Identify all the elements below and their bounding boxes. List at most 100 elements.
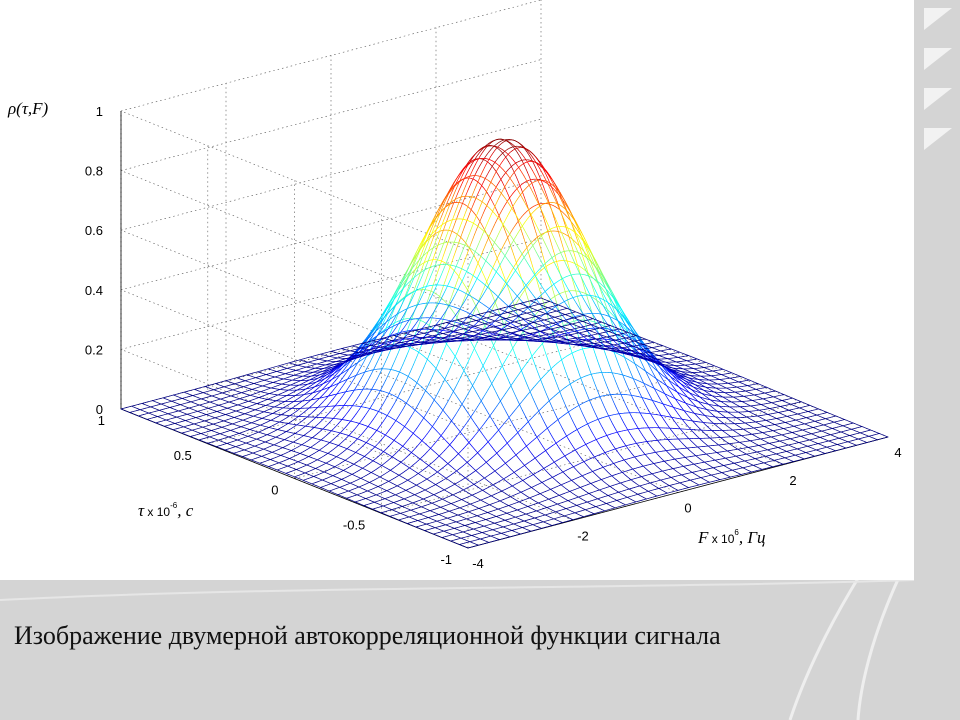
mesh-line-segment (634, 440, 637, 444)
mesh-line-segment (647, 391, 650, 396)
mesh-line-segment (666, 423, 669, 427)
mesh-line-segment (626, 385, 629, 390)
mesh-line-segment (615, 448, 618, 452)
mesh-line-segment (662, 371, 665, 374)
mesh-line-segment (656, 393, 659, 397)
decorative-wave (788, 574, 862, 720)
corner-triangles (924, 8, 952, 150)
mesh-line-segment (610, 442, 613, 446)
chart-gridlines (120, 0, 889, 549)
mesh-line-segment (673, 387, 676, 391)
mesh-line-segment (681, 397, 684, 400)
mesh-line-segment (612, 424, 615, 428)
mesh-line-segment (666, 410, 670, 414)
mesh-line-segment (648, 363, 652, 366)
mesh-line-segment (675, 422, 678, 426)
mesh-line-segment (648, 443, 651, 446)
mesh-line-segment (663, 433, 666, 437)
mesh-line-segment (667, 387, 670, 391)
mesh-line-segment (636, 406, 640, 411)
mesh-line-segment (615, 407, 619, 412)
surface-mesh (120, 138, 889, 549)
mesh-line-segment (628, 449, 631, 452)
mesh-line-segment (617, 387, 620, 392)
mesh-line-segment (650, 364, 654, 368)
mesh-line-segment (638, 409, 641, 414)
mesh-line-segment (631, 356, 634, 361)
mesh-line-segment (653, 363, 656, 367)
mesh-line-segment (662, 370, 666, 373)
mesh-line-segment (665, 395, 668, 399)
mesh-line-segment (655, 390, 658, 395)
mesh-line-segment (607, 437, 611, 441)
mesh-line-segment (609, 439, 612, 443)
mesh-line-segment (618, 363, 621, 368)
mesh-line-segment (637, 428, 641, 432)
mesh-line-segment (660, 385, 663, 390)
mesh-line-segment (643, 437, 646, 440)
mesh-line-segment (613, 376, 616, 381)
mesh-line-segment (634, 381, 637, 386)
figure-panel: 0 0.2 0.4 0.6 0.8 1 1 0.5 0 -0.5 -1 -4 -2 0 2 4 ρ(τ,F) … (0, 0, 914, 580)
mesh-line-segment (613, 446, 616, 450)
mesh-line-segment (604, 452, 607, 455)
mesh-line-segment (624, 443, 627, 447)
mesh-line-segment (611, 421, 614, 425)
mesh-line-segment (626, 406, 629, 411)
mesh-line-segment (623, 400, 626, 405)
mesh-line-segment (603, 450, 606, 453)
mesh-line-segment (616, 431, 620, 435)
mesh-line-segment (653, 402, 656, 406)
mesh-line-segment (611, 372, 615, 377)
mesh-line-segment (604, 432, 608, 436)
back-wall-gridline (120, 178, 542, 291)
mesh-line-segment (645, 405, 649, 409)
mesh-line-segment (667, 398, 670, 402)
mesh-line-segment (622, 397, 625, 402)
mesh-line-segment (606, 412, 609, 417)
mesh-line-segment (660, 375, 663, 380)
mesh-line-segment (658, 373, 662, 377)
mesh-line-segment (654, 420, 657, 424)
mesh-line-segment (639, 373, 642, 378)
mesh-line-segment (670, 383, 674, 387)
mesh-line-segment (633, 401, 637, 405)
corner-triangle (924, 128, 952, 150)
mesh-line-segment (664, 405, 667, 409)
mesh-line-segment (619, 390, 622, 395)
mesh-line-segment (612, 400, 616, 405)
floor-gridline (435, 325, 784, 466)
mesh-line-segment (657, 380, 660, 385)
floor-gridline (330, 353, 679, 493)
back-wall-gridline (120, 59, 542, 171)
mesh-line-segment (672, 394, 675, 397)
back-wall-gridline (120, 118, 542, 231)
mesh-line-segment (637, 370, 640, 375)
mesh-line-segment (648, 427, 651, 431)
corner-triangle (924, 48, 952, 70)
left-wall-gridline (120, 349, 469, 489)
mesh-line-segment (641, 415, 644, 419)
mesh-line-segment (627, 364, 630, 369)
mesh-line-segment (606, 435, 609, 439)
mesh-line-segment (636, 442, 639, 446)
mesh-line-segment (678, 393, 681, 397)
mesh-line-segment (625, 360, 628, 366)
mesh-line-segment (658, 383, 661, 387)
decorative-wave (0, 579, 915, 601)
mesh-line-segment (624, 403, 628, 408)
mesh-line-segment (629, 334, 633, 337)
mesh-line-segment (627, 429, 630, 433)
mesh-line-segment (620, 416, 623, 420)
mesh-line-segment (642, 434, 645, 438)
mesh-line-segment (608, 390, 611, 395)
mesh-line-segment (624, 328, 627, 331)
mesh-line-segment (672, 385, 675, 389)
mesh-line-segment (615, 429, 618, 433)
mesh-line-segment (661, 388, 664, 392)
mesh-line-segment (657, 410, 661, 414)
mesh-line-segment (627, 409, 630, 414)
mesh-line-segment (676, 400, 679, 404)
mesh-line-segment (610, 368, 613, 374)
